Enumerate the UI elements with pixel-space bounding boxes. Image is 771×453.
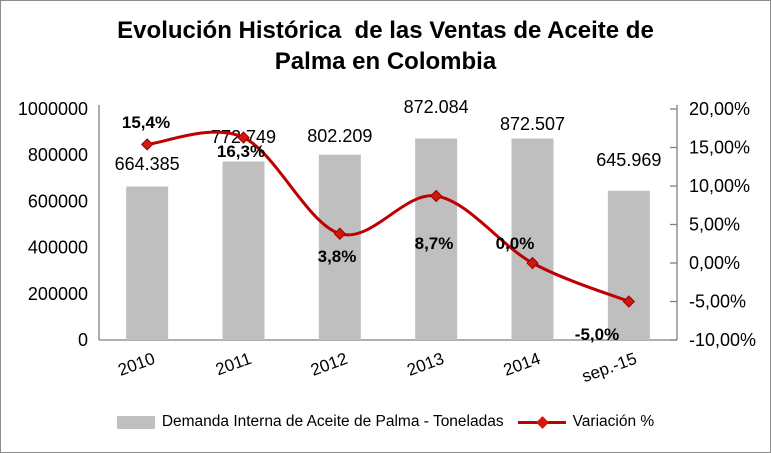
line-value-label: 15,4% (122, 113, 170, 132)
right-axis-tick-label: 20,00% (689, 99, 750, 119)
chart-title-line1: Evolución Histórica de las Ventas de Ace… (117, 17, 654, 44)
variation-line (146, 130, 630, 303)
left-axis-tick-label: 200000 (28, 284, 88, 304)
legend-label-line-series: Variación % (572, 413, 655, 430)
bar-2011 (222, 161, 265, 340)
right-axis-tick-label: -10,00% (689, 330, 756, 350)
line-value-label: 0,0% (496, 234, 535, 253)
chart-legend: Demanda Interna de Aceite de Palma - Ton… (1, 409, 770, 435)
left-axis-tick-label: 0 (78, 330, 88, 350)
right-axis-tick-label: 5,00% (689, 215, 740, 235)
bar-2012 (318, 154, 361, 340)
left-axis-tick-label: 1000000 (18, 99, 88, 119)
x-axis-label-2013: 2013 (404, 349, 446, 380)
legend-label-bar-series: Demanda Interna de Aceite de Palma - Ton… (161, 413, 504, 430)
left-axis-tick-label: 400000 (28, 238, 88, 258)
right-axis-tick-label: 0,00% (689, 253, 740, 273)
x-axis-label-2014: 2014 (501, 349, 543, 380)
legend-item-line-series: Variación % (517, 413, 655, 431)
x-axis-label-sep.-15: sep.-15 (579, 349, 639, 386)
left-axis-tick-label: 600000 (28, 191, 88, 211)
bar-2014 (511, 138, 554, 340)
bar-value-label: 802.209 (307, 126, 372, 146)
line-marker-2012 (333, 227, 347, 240)
line-value-label: 3,8% (318, 247, 357, 266)
chart-title: Evolución Histórica de las Ventas de Ace… (41, 15, 730, 77)
right-axis-tick-label: 15,00% (689, 138, 750, 158)
bar-value-label: 645.969 (596, 150, 661, 170)
bar-2013 (415, 138, 458, 340)
line-value-label: -5,0% (575, 325, 619, 344)
left-axis-tick-label: 800000 (28, 145, 88, 165)
line-value-label: 8,7% (415, 234, 454, 253)
line-marker-sep.-15 (622, 295, 636, 308)
legend-item-bar-series: Demanda Interna de Aceite de Palma - Ton… (116, 413, 504, 431)
line-series-swatch (517, 415, 566, 429)
line-marker-2011 (237, 131, 250, 144)
right-axis-tick-label: 10,00% (689, 176, 750, 196)
line-marker-2014 (526, 256, 539, 270)
line-marker-2013 (429, 189, 443, 203)
right-axis-tick-label: -5,00% (689, 292, 746, 312)
x-axis-label-2010: 2010 (115, 349, 157, 380)
bar-value-label: 872.507 (500, 114, 565, 134)
line-value-label: 16,3% (217, 142, 265, 161)
line-series-diamond-icon (535, 415, 549, 429)
line-marker-2010 (140, 138, 154, 151)
bar-sep.-15 (607, 190, 650, 340)
x-axis-label-2012: 2012 (308, 349, 350, 380)
bar-value-label: 664.385 (115, 154, 180, 174)
chart-title-line2: Palma en Colombia (274, 48, 497, 75)
bar-series-swatch (116, 415, 155, 429)
bar-2010 (126, 186, 169, 340)
bar-value-label: 872.084 (404, 97, 469, 117)
x-axis-label-2011: 2011 (213, 349, 254, 379)
